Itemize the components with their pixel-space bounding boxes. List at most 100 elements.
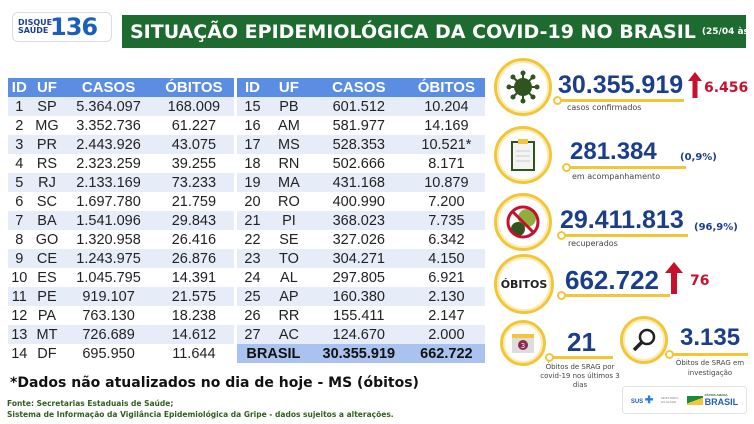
confirmed-value: 30.355.919 bbox=[558, 71, 684, 99]
table-cell: 1.697.780 bbox=[76, 193, 141, 210]
total-label: BRASIL bbox=[237, 344, 310, 363]
divider bbox=[556, 99, 684, 102]
table-cell: DF bbox=[37, 345, 57, 362]
column-header: UF bbox=[30, 78, 64, 97]
table-cell: 124.670 bbox=[309, 325, 408, 344]
table-row: 4 RS 2.323.259 39.255 bbox=[8, 154, 234, 173]
table-cell: 21.759 bbox=[171, 193, 217, 210]
table-row: 5 RJ 2.133.169 73.233 bbox=[8, 173, 234, 192]
footnote: *Dados não atualizados no dia de hoje - … bbox=[10, 375, 419, 391]
table-cell: 10.879 bbox=[407, 173, 485, 192]
table-cell: 16 bbox=[244, 117, 261, 134]
table-cell: 21 bbox=[237, 211, 268, 230]
table-cell: 528.353 bbox=[309, 135, 408, 154]
magnifier-icon bbox=[632, 328, 656, 352]
table-cell: 11.644 bbox=[172, 345, 216, 362]
flag-icon bbox=[686, 395, 703, 405]
table-cell: 10 bbox=[11, 269, 28, 286]
source-line-2: Sistema de Informação da Vigilância Epid… bbox=[7, 410, 394, 419]
table-row: 25 AP 160.380 2.130 bbox=[237, 287, 485, 306]
column-header: UF bbox=[268, 78, 310, 97]
divider bbox=[560, 294, 670, 297]
table-cell: RS bbox=[36, 155, 58, 172]
confirmed-delta: 6.456 bbox=[704, 80, 749, 96]
table-cell: 581.977 bbox=[332, 117, 385, 134]
states-table-right: ID UF CASOS ÓBITOS 15 PB 601.512 10.204 16 AM 581.… bbox=[237, 78, 485, 363]
brasil-logo: PÁTRIA AMADA BRASIL bbox=[686, 393, 738, 407]
logo-line2: SAÚDE bbox=[18, 26, 49, 35]
table-cell: 14 bbox=[11, 345, 28, 362]
table-cell: 4.150 bbox=[407, 249, 485, 268]
table-cell: 431.168 bbox=[309, 173, 408, 192]
table-row: 15 PB 601.512 10.204 bbox=[237, 97, 485, 116]
table-cell: 1 bbox=[8, 97, 31, 116]
table-cell: 502.666 bbox=[332, 155, 385, 172]
table-cell: 10.204 bbox=[407, 97, 485, 116]
table-cell: 17 bbox=[237, 135, 268, 154]
table-header: ID UF CASOS ÓBITOS bbox=[237, 78, 485, 97]
table-cell: AL bbox=[280, 269, 298, 286]
table-cell: MT bbox=[30, 325, 64, 344]
table-cell: 6.342 bbox=[428, 231, 465, 248]
total-cases: 30.355.919 bbox=[309, 344, 408, 363]
table-row: 8 GO 1.320.958 26.416 bbox=[8, 230, 234, 249]
virus-icon bbox=[506, 70, 540, 104]
srag-investigation-value: 3.135 bbox=[680, 324, 741, 351]
table-row: 9 CE 1.243.975 26.876 bbox=[8, 249, 234, 268]
page-title: SITUAÇÃO EPIDEMIOLÓGICA DA COVID-19 NO B… bbox=[130, 20, 696, 43]
table-header: ID UF CASOS ÓBITOS bbox=[8, 78, 234, 97]
table-cell: 6.921 bbox=[428, 269, 465, 286]
column-header: ID bbox=[237, 78, 268, 97]
table-cell: 12 bbox=[11, 307, 28, 324]
table-cell: SE bbox=[279, 231, 299, 248]
table-cell: 73.233 bbox=[153, 173, 234, 192]
table-cell: 919.107 bbox=[63, 287, 154, 306]
table-cell: 7 bbox=[8, 211, 31, 230]
table-cell: 327.026 bbox=[332, 231, 385, 248]
table-row: 23 TO 304.271 4.150 bbox=[237, 249, 485, 268]
table-cell: 15 bbox=[237, 97, 268, 116]
column-header: ÓBITOS bbox=[153, 78, 234, 97]
table-cell: 400.990 bbox=[332, 193, 385, 210]
table-cell: AC bbox=[268, 325, 310, 344]
confirmed-caption: casos confirmados bbox=[567, 103, 642, 112]
table-cell: 26 bbox=[244, 307, 261, 324]
table-cell: MA bbox=[268, 173, 310, 192]
table-cell: MG bbox=[35, 117, 59, 134]
table-cell: 27 bbox=[237, 325, 268, 344]
table-cell: PR bbox=[30, 135, 64, 154]
divider bbox=[560, 234, 688, 237]
table-cell: 10.521* bbox=[407, 135, 485, 154]
table-cell: MS bbox=[268, 135, 310, 154]
table-cell: 2.130 bbox=[407, 287, 485, 306]
column-header: CASOS bbox=[63, 78, 154, 97]
table-cell: 13 bbox=[8, 325, 31, 344]
table-cell: 7.735 bbox=[407, 211, 485, 230]
source-line-1: Fonte: Secretarias Estaduais de Saúde; bbox=[7, 399, 174, 408]
table-row: 11 PE 919.107 21.575 bbox=[8, 287, 234, 306]
table-cell: 18 bbox=[244, 155, 261, 172]
monitoring-value: 281.384 bbox=[570, 138, 657, 165]
table-row: 26 RR 155.411 2.147 bbox=[237, 306, 485, 325]
table-cell: TO bbox=[268, 249, 310, 268]
table-cell: RO bbox=[278, 193, 300, 210]
table-row: 13 MT 726.689 14.612 bbox=[8, 325, 234, 344]
monitoring-badge bbox=[494, 126, 552, 184]
table-cell: 18.238 bbox=[171, 307, 217, 324]
recovered-caption: recuperados bbox=[568, 239, 618, 248]
recovered-badge bbox=[494, 193, 552, 251]
table-row: 22 SE 327.026 6.342 bbox=[237, 230, 485, 249]
table-cell: 1.243.975 bbox=[63, 249, 154, 268]
table-cell: 6 bbox=[15, 193, 24, 210]
table-cell: 14.169 bbox=[424, 117, 469, 134]
table-cell: RJ bbox=[30, 173, 64, 192]
government-logos: SUS ✚ MINISTÉRIO DA SAÚDE PÁTRIA AMADA BR… bbox=[622, 386, 747, 414]
table-cell: 297.805 bbox=[332, 269, 385, 286]
recovered-percent: (96,9%) bbox=[694, 222, 738, 233]
table-cell: PE bbox=[30, 287, 64, 306]
table-cell: 21.575 bbox=[153, 287, 234, 306]
table-cell: 168.009 bbox=[153, 97, 234, 116]
table-row: 10 ES 1.045.795 14.391 bbox=[8, 268, 234, 287]
table-cell: 1.045.795 bbox=[76, 269, 141, 286]
table-row: 18 RN 502.666 8.171 bbox=[237, 154, 485, 173]
